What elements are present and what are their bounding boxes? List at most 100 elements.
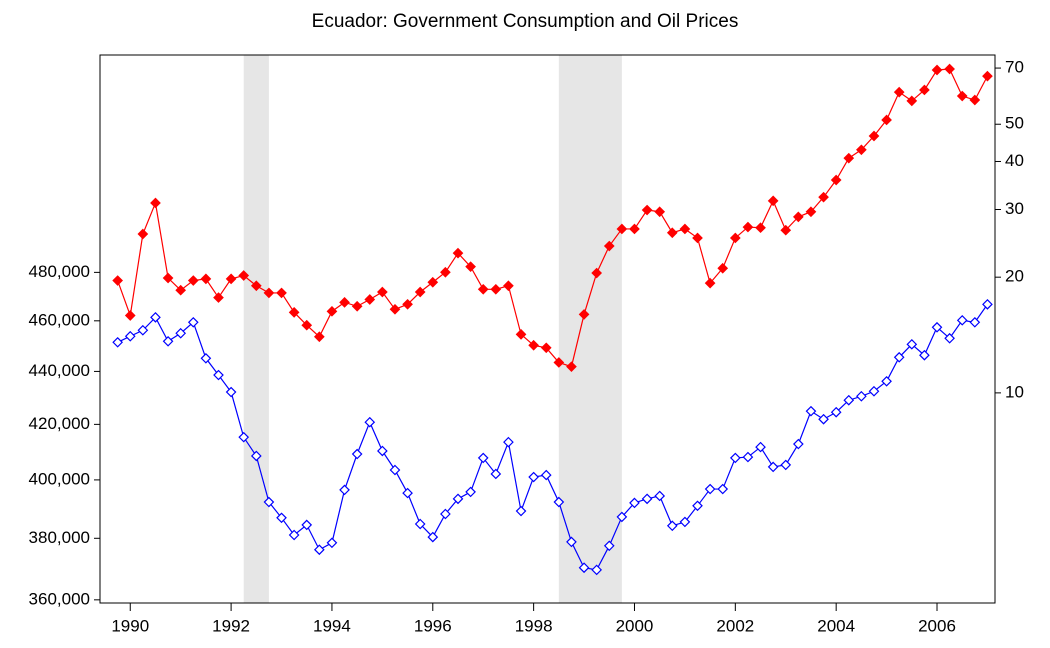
shaded-period (558, 55, 622, 603)
point-marker (187, 275, 199, 286)
point-marker (213, 369, 224, 381)
point-marker (717, 483, 729, 495)
point-marker (528, 339, 539, 351)
point-marker (818, 413, 829, 425)
point-marker (238, 270, 250, 281)
x-tick-label: 1998 (515, 616, 553, 635)
point-marker (150, 197, 161, 209)
point-marker (414, 518, 426, 530)
point-marker (238, 431, 250, 443)
series-line (117, 304, 988, 571)
point-marker (553, 496, 565, 508)
point-marker (402, 298, 413, 310)
point-marker (793, 438, 804, 450)
point-marker (679, 516, 691, 528)
point-marker (250, 280, 262, 292)
point-marker (263, 287, 275, 299)
x-tick-label: 2006 (918, 616, 956, 635)
point-marker (616, 511, 628, 523)
point-marker (440, 508, 451, 520)
point-marker (729, 232, 741, 244)
point-marker (124, 310, 136, 321)
point-marker (641, 204, 653, 216)
y-tick-label: 400,000 (29, 469, 90, 488)
point-marker (717, 262, 729, 274)
point-marker (490, 283, 502, 295)
point-marker (112, 275, 123, 286)
point-marker (956, 314, 968, 326)
point-marker (377, 286, 388, 298)
point-marker (780, 459, 792, 471)
point-marker (263, 496, 275, 508)
point-marker (213, 292, 224, 303)
point-marker (313, 544, 325, 556)
point-marker (515, 505, 527, 517)
point-marker (692, 500, 703, 512)
point-marker (465, 486, 476, 498)
point-marker (704, 483, 716, 495)
point-marker (326, 537, 338, 549)
point-marker (175, 327, 187, 339)
point-marker (578, 562, 590, 574)
point-marker (881, 114, 892, 126)
point-marker (301, 519, 313, 531)
point-marker (654, 490, 666, 502)
point-marker (830, 174, 842, 186)
point-marker (250, 450, 262, 462)
point-marker (969, 316, 981, 328)
point-marker (944, 332, 955, 344)
point-marker (540, 469, 552, 481)
point-marker (654, 206, 666, 218)
point-marker (629, 497, 640, 509)
point-marker (944, 63, 955, 75)
point-marker (301, 319, 313, 331)
point-marker (956, 90, 968, 102)
y-tick-label: 440,000 (29, 361, 90, 380)
point-marker (452, 493, 464, 505)
point-marker (969, 94, 981, 106)
point-marker (440, 266, 451, 278)
x-tick-label: 2004 (817, 616, 855, 635)
point-marker (124, 330, 136, 342)
point-marker (175, 284, 187, 296)
y-tick-label: 420,000 (29, 414, 90, 433)
point-marker (780, 224, 792, 236)
point-marker (351, 300, 363, 312)
point-marker (465, 261, 476, 273)
point-marker (805, 206, 817, 218)
point-marker (830, 406, 842, 418)
point-marker (112, 336, 123, 348)
point-marker (326, 305, 338, 317)
point-marker (868, 385, 880, 397)
y2-tick-label: 70 (1005, 58, 1024, 77)
point-marker (503, 436, 514, 448)
point-marker (881, 375, 892, 387)
point-marker (982, 70, 993, 82)
point-marker (225, 386, 237, 398)
point-marker (893, 86, 905, 98)
point-marker (591, 267, 603, 279)
point-marker (364, 294, 376, 305)
y2-tick-label: 10 (1005, 382, 1024, 401)
point-marker (755, 441, 766, 453)
y2-tick-label: 50 (1005, 114, 1024, 133)
point-marker (339, 484, 350, 496)
point-marker (528, 471, 539, 483)
point-marker (767, 195, 779, 207)
point-marker (931, 64, 943, 76)
point-marker (389, 303, 401, 315)
point-marker (629, 223, 640, 235)
point-marker (389, 464, 401, 476)
y-tick-label: 480,000 (29, 262, 90, 281)
point-marker (919, 84, 930, 96)
point-marker (313, 331, 325, 343)
plot-frame (99, 54, 996, 604)
point-marker (364, 416, 376, 428)
point-marker (666, 227, 678, 239)
point-marker (641, 493, 653, 505)
point-marker (402, 487, 413, 499)
point-marker (200, 352, 212, 364)
point-marker (162, 335, 174, 347)
point-marker (805, 405, 817, 417)
